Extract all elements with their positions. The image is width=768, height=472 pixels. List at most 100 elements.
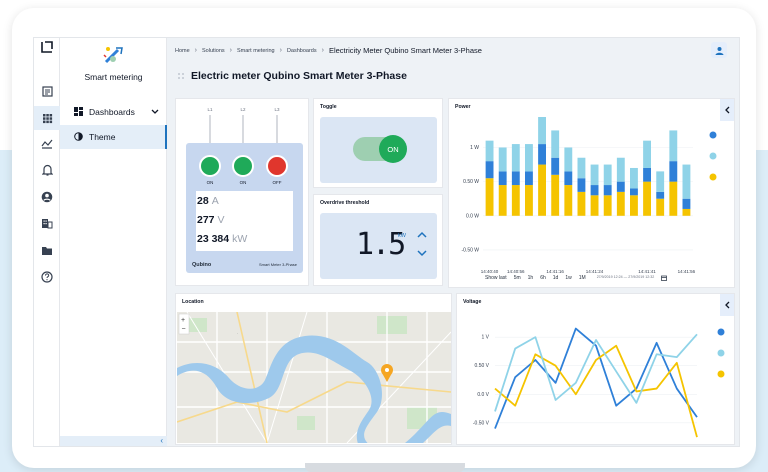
analytics-icon[interactable] bbox=[40, 137, 54, 151]
power-bar bbox=[498, 171, 507, 186]
sidebar-collapse-button[interactable]: ‹ bbox=[60, 436, 167, 446]
power-x-tick: 14:40:56 bbox=[507, 269, 525, 274]
power-bar bbox=[577, 157, 586, 179]
power-bar bbox=[603, 185, 612, 196]
legend-dot-series-2 bbox=[717, 328, 725, 336]
power-bar bbox=[590, 195, 599, 216]
power-bar bbox=[485, 161, 494, 179]
power-card: Power 1 W 0.50 W 0.0 W -0.50 W 14:40:40 14:40… bbox=[448, 98, 735, 288]
power-bar bbox=[603, 195, 612, 216]
toggle-card-title: Toggle bbox=[320, 104, 337, 110]
power-x-tick: 14:40:40 bbox=[481, 269, 499, 274]
icon-rail bbox=[34, 38, 60, 446]
meter-card: L1 L2 L3 ON ON OFF 28 A 277 V 23 384 kW Qub… bbox=[175, 98, 309, 286]
power-bar bbox=[564, 185, 573, 216]
power-y-tick: -0.50 W bbox=[461, 247, 479, 253]
time-option-1d[interactable]: 1d bbox=[552, 275, 559, 281]
user-menu-button[interactable] bbox=[711, 42, 727, 58]
folder-icon[interactable] bbox=[40, 243, 54, 257]
power-bar bbox=[564, 171, 573, 186]
map-marker-icon bbox=[381, 364, 393, 382]
voltage-series-line bbox=[494, 333, 698, 412]
phase-label: L3 bbox=[274, 107, 280, 112]
power-bar bbox=[656, 191, 665, 199]
chevron-right-icon: › bbox=[194, 47, 198, 54]
time-option-1h[interactable]: 1h bbox=[527, 275, 534, 281]
account-icon[interactable] bbox=[40, 190, 54, 204]
meter-brand: Qubino bbox=[192, 262, 212, 268]
map-river bbox=[177, 335, 451, 443]
power-bar bbox=[551, 174, 560, 216]
legend-dot-series-3 bbox=[709, 152, 717, 160]
app-window: Smart metering Dashboards Theme ‹ Home ›… bbox=[33, 37, 740, 447]
power-bar bbox=[616, 157, 625, 182]
threshold-card-title: Overdrive threshold bbox=[320, 200, 370, 206]
power-bar bbox=[551, 157, 560, 175]
threshold-panel: 1.5 kW bbox=[320, 213, 437, 279]
theme-icon bbox=[74, 131, 83, 143]
time-option-5m[interactable]: 5m bbox=[513, 275, 521, 281]
power-bar bbox=[616, 181, 625, 192]
power-toggle[interactable]: ON bbox=[353, 135, 407, 163]
toggle-card: Toggle ON bbox=[313, 98, 443, 188]
voltage-y-tick: 1 V bbox=[481, 335, 489, 341]
power-bar bbox=[643, 167, 651, 182]
time-option-6h[interactable]: 6h bbox=[540, 275, 546, 281]
app-logo-icon[interactable] bbox=[40, 40, 54, 54]
voltage-legend bbox=[717, 328, 725, 378]
power-bar bbox=[538, 117, 546, 145]
location-card-title: Location bbox=[182, 299, 204, 305]
location-map[interactable]: . + − bbox=[177, 312, 451, 443]
power-bar bbox=[669, 130, 678, 162]
power-bar bbox=[669, 181, 678, 216]
sidebar-title: Smart metering bbox=[84, 72, 143, 82]
toggle-knob[interactable]: ON bbox=[379, 135, 407, 163]
power-bar bbox=[538, 164, 546, 216]
calendar-icon[interactable] bbox=[661, 275, 668, 281]
voltage-y-tick: 0.0 V bbox=[477, 392, 489, 398]
threshold-unit: kW bbox=[398, 233, 406, 239]
voltage-card-title: Voltage bbox=[463, 299, 482, 305]
apps-grid-icon[interactable] bbox=[34, 106, 60, 130]
device-stand bbox=[305, 463, 465, 472]
phase-label: L2 bbox=[240, 107, 246, 112]
map-labels: . bbox=[237, 330, 238, 335]
toggle-panel: ON bbox=[320, 117, 437, 183]
chevron-up-icon[interactable] bbox=[417, 231, 427, 239]
page-title: Electric meter Qubino Smart Meter 3-Phas… bbox=[191, 70, 407, 82]
power-bar bbox=[538, 144, 546, 165]
svg-text:.: . bbox=[237, 330, 238, 335]
power-bar bbox=[564, 147, 573, 172]
building-icon[interactable] bbox=[40, 216, 54, 230]
power-bar bbox=[603, 164, 612, 186]
dashboard-icon[interactable] bbox=[40, 84, 54, 98]
help-icon[interactable] bbox=[40, 270, 54, 284]
phase-wires bbox=[209, 115, 278, 143]
led-l2 bbox=[232, 155, 254, 177]
time-option-1w[interactable]: 1w bbox=[565, 275, 572, 281]
power-x-tick: 14:41:41 bbox=[638, 269, 656, 274]
power-bar bbox=[511, 144, 520, 172]
legend-toggle-button[interactable] bbox=[720, 294, 734, 316]
smart-metering-logo-icon bbox=[100, 44, 126, 66]
breadcrumb-smart-metering[interactable]: Smart metering bbox=[237, 47, 275, 54]
breadcrumb-dashboards[interactable]: Dashboards bbox=[286, 47, 317, 54]
time-window-controls: Show last 5m 1h 6h 1d 1w 1M 27/9/2019 12… bbox=[485, 275, 668, 281]
led-l1-label: ON bbox=[206, 180, 214, 185]
sidebar-item-dashboards[interactable]: Dashboards bbox=[60, 100, 167, 124]
drag-handle-icon bbox=[178, 73, 184, 79]
sidebar-item-theme[interactable]: Theme bbox=[60, 125, 167, 149]
power-bar bbox=[511, 185, 520, 216]
legend-dot-series-3 bbox=[717, 349, 725, 357]
breadcrumb-home[interactable]: Home bbox=[175, 47, 190, 54]
legend-toggle-button[interactable] bbox=[720, 99, 734, 121]
chevron-down-icon[interactable] bbox=[417, 249, 427, 257]
sidebar: Smart metering Dashboards Theme ‹ bbox=[60, 38, 167, 446]
legend-dot-series-2 bbox=[709, 131, 717, 139]
bell-icon[interactable] bbox=[40, 163, 54, 177]
breadcrumb-solutions[interactable]: Solutions bbox=[202, 47, 225, 54]
time-option-1m[interactable]: 1M bbox=[578, 275, 586, 281]
power-bar bbox=[577, 178, 586, 192]
power-chart: 1 W 0.50 W 0.0 W -0.50 W 14:40:40 14:40:56 14:… bbox=[461, 117, 696, 274]
power-legend bbox=[709, 131, 717, 181]
